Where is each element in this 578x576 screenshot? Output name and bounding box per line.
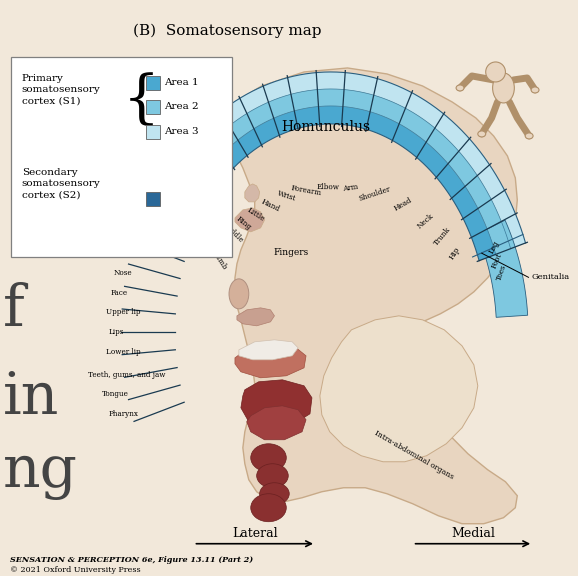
Polygon shape bbox=[477, 220, 528, 317]
Text: Secondary
somatosensory
cortex (S2): Secondary somatosensory cortex (S2) bbox=[22, 168, 101, 199]
Text: Primary
somatosensory
cortex (S1): Primary somatosensory cortex (S1) bbox=[22, 74, 101, 105]
Text: f: f bbox=[3, 282, 25, 338]
Text: (B)  Somatosensory map: (B) Somatosensory map bbox=[133, 24, 321, 39]
Text: Eye: Eye bbox=[117, 249, 131, 257]
Text: Foot: Foot bbox=[490, 251, 504, 270]
FancyBboxPatch shape bbox=[146, 125, 160, 139]
Polygon shape bbox=[166, 68, 517, 524]
Ellipse shape bbox=[229, 279, 249, 309]
Polygon shape bbox=[241, 380, 312, 428]
Text: Medial: Medial bbox=[451, 526, 495, 540]
FancyBboxPatch shape bbox=[11, 57, 232, 257]
Ellipse shape bbox=[492, 73, 514, 103]
Polygon shape bbox=[247, 406, 306, 439]
Text: © 2021 Oxford University Press: © 2021 Oxford University Press bbox=[10, 566, 140, 574]
Polygon shape bbox=[143, 72, 525, 249]
Polygon shape bbox=[172, 106, 496, 261]
Text: Forearm: Forearm bbox=[290, 184, 322, 198]
Text: Pharynx: Pharynx bbox=[108, 410, 138, 418]
Ellipse shape bbox=[525, 133, 533, 139]
Text: Teeth, gums, and jaw: Teeth, gums, and jaw bbox=[88, 371, 165, 379]
Ellipse shape bbox=[478, 131, 486, 137]
Text: Hand: Hand bbox=[260, 198, 281, 214]
Text: Homunculus: Homunculus bbox=[281, 120, 370, 134]
Text: Neck: Neck bbox=[416, 211, 436, 230]
Text: Face: Face bbox=[111, 289, 128, 297]
Text: Intra-abdominal organs: Intra-abdominal organs bbox=[373, 429, 455, 481]
Text: Area 3: Area 3 bbox=[164, 127, 198, 137]
Text: Wrist: Wrist bbox=[277, 189, 298, 203]
Polygon shape bbox=[235, 346, 306, 378]
Circle shape bbox=[486, 62, 505, 82]
Text: Fingers: Fingers bbox=[273, 248, 309, 257]
Text: Middle: Middle bbox=[221, 221, 245, 245]
Polygon shape bbox=[245, 184, 260, 202]
Text: Little: Little bbox=[245, 206, 266, 223]
Text: SENSATION & PERCEPTION 6e, Figure 13.11 (Part 2): SENSATION & PERCEPTION 6e, Figure 13.11 … bbox=[10, 556, 253, 564]
Polygon shape bbox=[239, 340, 298, 360]
FancyBboxPatch shape bbox=[146, 100, 160, 114]
Ellipse shape bbox=[260, 483, 289, 505]
Text: ng: ng bbox=[3, 444, 78, 500]
Ellipse shape bbox=[531, 87, 539, 93]
Text: Ring: Ring bbox=[235, 215, 253, 232]
Text: Hip: Hip bbox=[448, 245, 462, 262]
Text: Genitalia: Genitalia bbox=[531, 274, 569, 281]
Text: Arm: Arm bbox=[342, 183, 359, 194]
FancyBboxPatch shape bbox=[146, 192, 160, 206]
Text: Shoulder: Shoulder bbox=[358, 185, 392, 203]
Text: Leg: Leg bbox=[488, 240, 501, 255]
Text: Area 2: Area 2 bbox=[164, 103, 198, 111]
Text: Toes: Toes bbox=[495, 263, 508, 282]
Ellipse shape bbox=[251, 494, 286, 522]
FancyBboxPatch shape bbox=[146, 76, 160, 90]
Polygon shape bbox=[235, 208, 265, 232]
Text: Area 1: Area 1 bbox=[164, 78, 198, 88]
Text: Thumb: Thumb bbox=[209, 245, 229, 271]
Text: Trunk: Trunk bbox=[432, 226, 453, 248]
Text: Nose: Nose bbox=[113, 269, 132, 277]
Text: in: in bbox=[3, 370, 60, 426]
Polygon shape bbox=[237, 308, 275, 326]
Text: Lower lip: Lower lip bbox=[106, 348, 141, 356]
Text: Elbow: Elbow bbox=[317, 183, 340, 191]
Polygon shape bbox=[157, 89, 511, 255]
Text: {: { bbox=[123, 73, 160, 129]
Text: Tongue: Tongue bbox=[102, 390, 129, 398]
Ellipse shape bbox=[456, 85, 464, 91]
Polygon shape bbox=[320, 316, 478, 462]
Ellipse shape bbox=[251, 444, 286, 472]
Ellipse shape bbox=[257, 464, 288, 488]
Text: Lateral: Lateral bbox=[232, 526, 277, 540]
Text: Head: Head bbox=[393, 196, 414, 213]
Text: Lips: Lips bbox=[109, 328, 124, 336]
Text: Index: Index bbox=[214, 233, 233, 254]
Text: Upper lip: Upper lip bbox=[106, 308, 141, 316]
